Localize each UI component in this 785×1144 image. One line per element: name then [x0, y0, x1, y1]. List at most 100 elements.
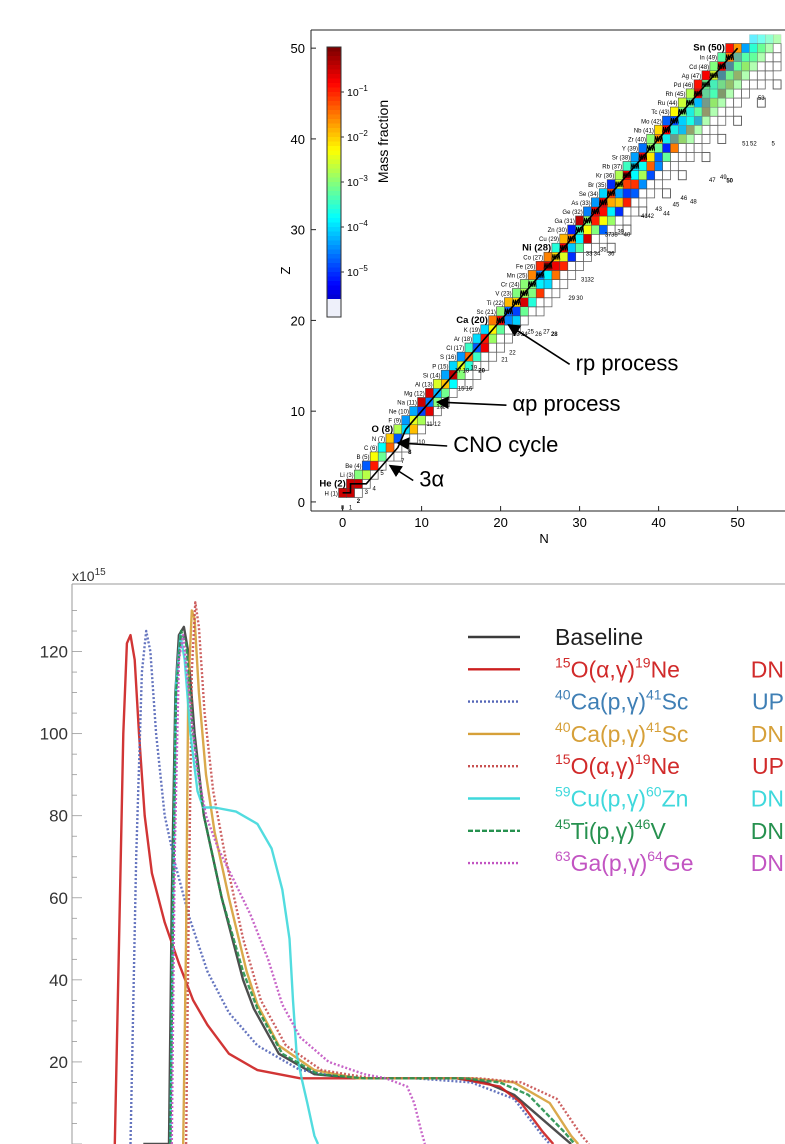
- abundance-cell: [520, 279, 529, 289]
- abundance-cell: [749, 43, 758, 53]
- abundance-cell: [567, 224, 576, 235]
- element-label: Tc (43): [651, 110, 669, 116]
- abundance-cell: [512, 306, 521, 317]
- neutron-number-label: 36: [608, 251, 615, 257]
- abundance-cell: [694, 125, 703, 135]
- annotation-arrow: [396, 437, 448, 451]
- element-label: Ga (31): [555, 219, 575, 225]
- colorbar-segment: [327, 245, 341, 251]
- element-label: Ag (47): [682, 74, 702, 80]
- nuclide-box: [504, 333, 513, 344]
- legend-label: 40Ca(p,γ)41Sc: [555, 687, 688, 715]
- abundance-cell: [630, 188, 640, 199]
- legend-label-text: Ne: [651, 753, 680, 779]
- colorbar-segment: [327, 213, 341, 219]
- abundance-cell: [599, 206, 608, 217]
- annotation-label: αp process: [512, 391, 620, 416]
- colorbar-tick-base: 10: [347, 222, 359, 234]
- nuclide-box: [606, 242, 616, 253]
- abundance-cell: [377, 442, 387, 453]
- nuclide-box: [527, 306, 537, 317]
- legend-label-text: Sc: [662, 721, 689, 747]
- element-label: As (33): [571, 201, 590, 207]
- rp-zigzag-path: [496, 54, 735, 324]
- abundance-cell: [749, 34, 758, 44]
- abundance-cell: [733, 79, 742, 90]
- neutron-number-label: 11: [426, 422, 433, 428]
- abundance-cell: [765, 43, 774, 53]
- colorbar-segment: [327, 227, 341, 233]
- abundance-cell: [614, 206, 624, 217]
- abundance-cell: [646, 170, 655, 180]
- abundance-cell: [535, 288, 545, 298]
- nuclide-box: [764, 52, 774, 63]
- abundance-cell: [741, 61, 750, 71]
- abundance-cell: [638, 161, 647, 171]
- nuclide-box: [685, 152, 695, 162]
- abundance-cells: [338, 34, 782, 498]
- abundance-cell: [662, 143, 671, 153]
- abundance-cell: [480, 342, 489, 353]
- colorbar-segment: [327, 74, 341, 80]
- nuclide-box: [693, 133, 703, 144]
- colorbar-tick-exp: −2: [359, 129, 369, 138]
- abundance-cell: [591, 224, 600, 235]
- element-label: Sc (21): [477, 310, 496, 316]
- legend-label-text: Cu(p,γ): [571, 786, 646, 812]
- element-label: Si (14): [423, 373, 441, 379]
- nuclide-box: [409, 433, 419, 444]
- neutron-number-label: 27: [543, 329, 550, 335]
- abundance-cell: [591, 215, 600, 226]
- nuclide-box: [662, 161, 671, 172]
- neutron-number-label: 4: [373, 486, 377, 492]
- abundance-cell: [662, 134, 671, 144]
- neutron-number-label: 22: [509, 350, 516, 356]
- nuclide-box: [709, 124, 719, 135]
- y-tick-label: 10: [291, 404, 305, 419]
- nuclide-box: [567, 270, 577, 280]
- colorbar-segment: [327, 177, 341, 183]
- abundance-cell: [575, 233, 584, 244]
- element-label: Rb (37): [602, 165, 622, 171]
- x-tick-label: 50: [730, 515, 744, 530]
- colorbar-tick-label: 10−1: [347, 84, 368, 99]
- abundance-cell: [725, 70, 734, 81]
- abundance-cell: [583, 233, 592, 244]
- nuclide-box: [749, 70, 758, 81]
- element-label: Y (39): [622, 146, 638, 152]
- abundance-cell: [622, 161, 632, 171]
- annotation-label: 3α: [419, 466, 444, 491]
- neutron-number-label: 33: [586, 251, 593, 257]
- abundance-cell: [678, 134, 687, 144]
- legend-tag: DN: [751, 656, 784, 682]
- nuclide-box: [685, 143, 695, 153]
- neutron-number-label: 41: [641, 214, 648, 220]
- element-label: Nb (41): [634, 128, 654, 134]
- x-tick-label: 20: [493, 515, 507, 530]
- x-tick-label: 30: [572, 515, 586, 530]
- element-label: Br (35): [588, 183, 606, 189]
- abundance-cell: [646, 161, 655, 171]
- abundance-cell: [449, 379, 458, 389]
- nuclide-box: [630, 206, 640, 217]
- abundance-cell: [425, 406, 434, 416]
- abundance-cell: [370, 451, 379, 462]
- nuclide-box: [638, 188, 648, 199]
- abundance-cell: [362, 460, 371, 471]
- nuclide-box: [764, 70, 774, 81]
- legend-label-sup: 15: [555, 654, 571, 670]
- neutron-number-label: 20: [478, 368, 485, 374]
- y-tick-label: 0: [298, 495, 305, 510]
- nuclide-box: [488, 342, 498, 353]
- nuclide-box: [764, 61, 774, 72]
- neutron-number-label: 52: [750, 142, 757, 148]
- element-label: Ar (18): [454, 337, 472, 343]
- nuclide-box: [551, 288, 561, 299]
- legend-tag: DN: [751, 786, 784, 812]
- nuclide-box: [662, 170, 671, 181]
- series-line-63ga-p-64ge-dn: [170, 633, 427, 1144]
- colorbar-segment: [327, 276, 341, 282]
- legend-label-sup: 59: [555, 784, 571, 800]
